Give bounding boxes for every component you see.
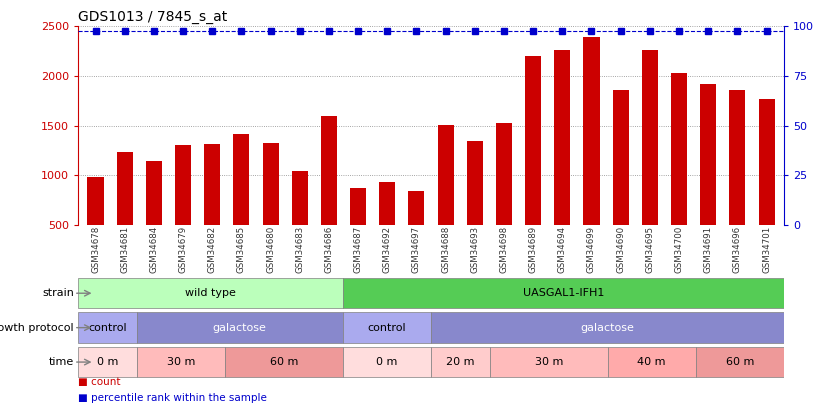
Text: 30 m: 30 m [534,357,563,367]
Bar [584,37,599,225]
Text: 20 m: 20 m [446,357,475,367]
Bar [78,347,137,377]
Bar [146,161,162,225]
Bar [137,347,225,377]
Text: galactose: galactose [213,323,267,333]
Text: control: control [88,323,126,333]
Bar [490,347,608,377]
Text: 60 m: 60 m [726,357,754,367]
Bar [671,73,687,225]
Bar [343,312,431,343]
Text: 40 m: 40 m [637,357,666,367]
Bar [137,312,343,343]
Text: ■ count: ■ count [78,377,121,387]
Text: 30 m: 30 m [167,357,195,367]
Text: wild type: wild type [185,288,236,298]
Bar [343,347,431,377]
Text: 60 m: 60 m [270,357,298,367]
Text: growth protocol: growth protocol [0,323,74,333]
Bar [496,123,512,225]
Bar [431,347,490,377]
Bar [729,90,745,225]
Bar [78,278,343,309]
Text: 0 m: 0 m [97,357,118,367]
Bar [175,145,191,225]
Bar [343,278,784,309]
Bar [612,90,629,225]
Bar [525,56,541,225]
Bar [78,312,137,343]
Bar [291,171,308,225]
Bar [321,116,337,225]
Bar [700,84,716,225]
Text: control: control [368,323,406,333]
Bar [431,312,784,343]
Bar [759,99,774,225]
Text: time: time [48,357,74,367]
Text: galactose: galactose [580,323,635,333]
Bar [408,191,424,225]
Bar [225,347,343,377]
Bar [438,125,454,225]
Text: GDS1013 / 7845_s_at: GDS1013 / 7845_s_at [78,10,227,24]
Text: strain: strain [42,288,74,298]
Bar [642,50,658,225]
Bar [608,347,696,377]
Text: ■ percentile rank within the sample: ■ percentile rank within the sample [78,393,267,403]
Text: UASGAL1-IFH1: UASGAL1-IFH1 [523,288,604,298]
Bar [263,143,278,225]
Bar [350,188,366,225]
Bar [233,134,250,225]
Bar [379,182,395,225]
Bar [117,152,133,225]
Bar [88,177,103,225]
Bar [467,141,483,225]
Text: 0 m: 0 m [376,357,397,367]
Bar [204,145,220,225]
Bar [554,50,571,225]
Bar [695,347,784,377]
